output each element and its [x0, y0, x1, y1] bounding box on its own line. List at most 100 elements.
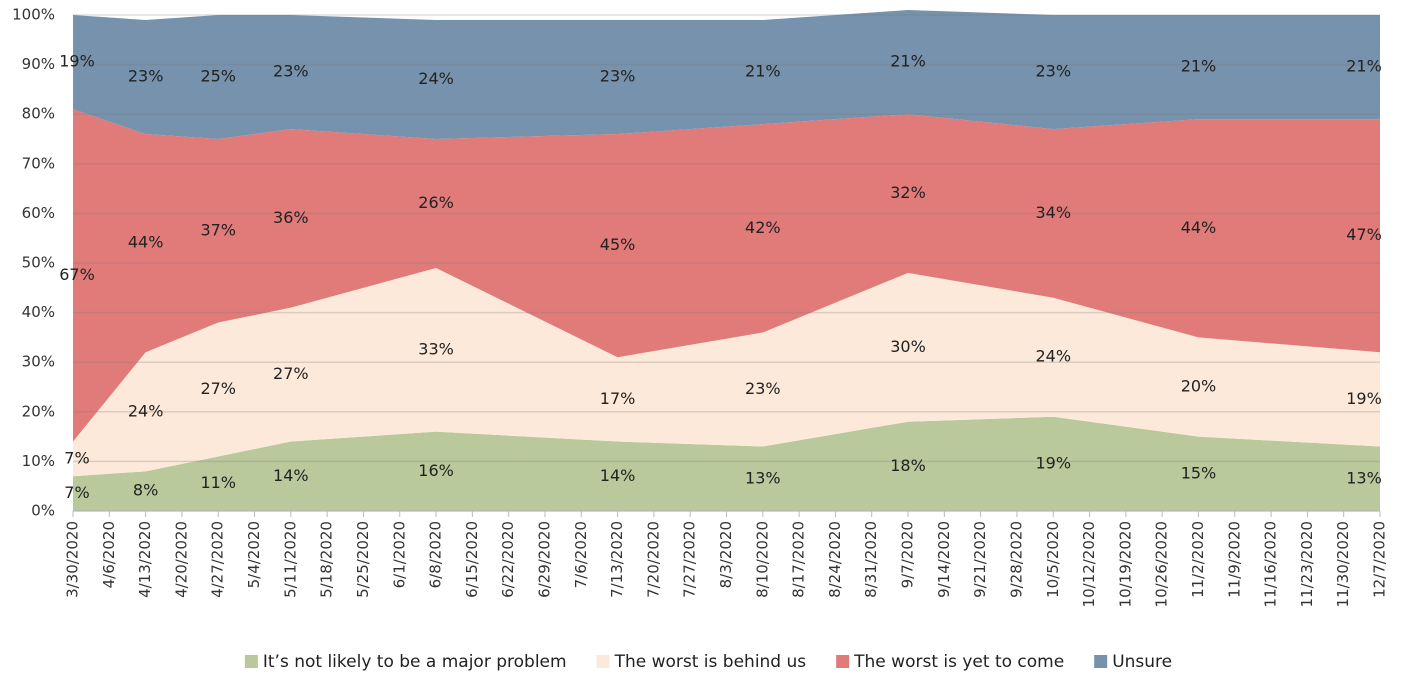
legend: It’s not likely to be a major problem The…	[244, 652, 1172, 672]
x-tick-label: 11/30/2020	[1334, 521, 1352, 607]
data-label: 18%	[890, 456, 926, 475]
data-label: 24%	[418, 69, 454, 88]
data-label: 16%	[418, 461, 454, 480]
legend-swatch	[1094, 655, 1108, 668]
data-label: 15%	[1181, 463, 1217, 482]
x-tick-label: 8/24/2020	[826, 521, 844, 598]
x-tick-label: 9/14/2020	[935, 521, 953, 598]
x-tick-label: 7/6/2020	[572, 521, 590, 588]
y-tick-label: 40%	[22, 303, 55, 321]
legend-swatch	[596, 655, 610, 668]
y-tick-label: 50%	[22, 254, 55, 272]
y-tick-label: 30%	[22, 353, 55, 371]
legend-label: Unsure	[1112, 652, 1172, 672]
data-label: 36%	[273, 208, 309, 227]
y-tick-label: 70%	[22, 154, 55, 172]
area	[73, 109, 1380, 442]
y-tick-label: 80%	[22, 105, 55, 123]
data-label: 42%	[745, 218, 781, 237]
x-tick-label: 7/20/2020	[644, 521, 662, 598]
data-label: 8%	[133, 481, 158, 500]
data-label: 32%	[890, 183, 926, 202]
data-label: 14%	[600, 466, 636, 485]
x-tick-label: 6/29/2020	[535, 521, 553, 598]
data-label: 33%	[418, 339, 454, 358]
data-label: 13%	[1346, 468, 1382, 487]
data-label: 25%	[200, 67, 236, 86]
data-label: 27%	[200, 379, 236, 398]
x-tick-label: 11/2/2020	[1189, 521, 1207, 598]
data-label: 24%	[128, 401, 164, 420]
x-tick-label: 6/8/2020	[427, 521, 445, 588]
data-label: 27%	[273, 364, 309, 383]
y-tick-label: 20%	[22, 402, 55, 420]
legend-swatch	[836, 655, 850, 668]
data-label: 17%	[600, 389, 636, 408]
x-tick-label: 5/18/2020	[318, 521, 336, 598]
data-label: 21%	[890, 52, 926, 71]
data-label: 23%	[745, 379, 781, 398]
x-tick-label: 9/21/2020	[971, 521, 989, 598]
data-label: 11%	[200, 473, 236, 492]
y-tick-label: 0%	[31, 502, 55, 520]
x-tick-label: 7/27/2020	[681, 521, 699, 598]
x-tick-label: 4/13/2020	[136, 521, 154, 598]
x-tick-label: 8/17/2020	[790, 521, 808, 598]
data-label: 23%	[273, 62, 309, 81]
x-tick-label: 5/11/2020	[281, 521, 299, 598]
data-label: 7%	[64, 448, 89, 467]
data-label: 13%	[745, 468, 781, 487]
data-label: 7%	[64, 483, 89, 502]
x-tick-label: 11/9/2020	[1225, 521, 1243, 598]
x-tick-label: 4/27/2020	[209, 521, 227, 598]
data-label: 21%	[745, 62, 781, 81]
data-label: 44%	[1181, 218, 1217, 237]
x-tick-label: 9/7/2020	[899, 521, 917, 588]
data-label: 23%	[600, 67, 636, 86]
data-label: 45%	[600, 235, 636, 254]
data-label: 44%	[128, 233, 164, 252]
y-tick-label: 100%	[12, 6, 55, 24]
data-label: 47%	[1346, 225, 1382, 244]
x-tick-label: 7/13/2020	[608, 521, 626, 598]
x-tick-label: 5/4/2020	[245, 521, 263, 588]
data-label: 67%	[59, 265, 95, 284]
area	[73, 267, 1380, 477]
data-label: 19%	[1346, 389, 1382, 408]
legend-label: The worst is yet to come	[853, 652, 1064, 672]
data-label: 20%	[1181, 377, 1217, 396]
data-label: 37%	[200, 220, 236, 239]
x-tick-label: 8/31/2020	[862, 521, 880, 598]
x-tick-label: 8/3/2020	[717, 521, 735, 588]
data-label: 26%	[418, 193, 454, 212]
legend-label: The worst is behind us	[614, 652, 807, 672]
x-tick-label: 6/15/2020	[463, 521, 481, 598]
data-label: 21%	[1346, 57, 1382, 76]
area	[73, 416, 1380, 511]
x-tick-label: 5/25/2020	[354, 521, 372, 598]
data-label: 21%	[1181, 57, 1217, 76]
x-tick-label: 10/5/2020	[1044, 521, 1062, 598]
data-label: 34%	[1035, 203, 1071, 222]
data-label: 30%	[890, 337, 926, 356]
legend-label: It’s not likely to be a major problem	[263, 652, 567, 672]
x-tick-label: 10/12/2020	[1080, 521, 1098, 607]
data-label: 23%	[128, 67, 164, 86]
data-label: 19%	[59, 52, 95, 71]
data-label: 24%	[1035, 347, 1071, 366]
x-tick-label: 11/23/2020	[1298, 521, 1316, 607]
x-tick-label: 12/7/2020	[1371, 521, 1389, 598]
area	[73, 10, 1380, 140]
data-label: 14%	[273, 466, 309, 485]
data-label: 19%	[1035, 453, 1071, 472]
x-tick-label: 10/26/2020	[1153, 521, 1171, 607]
x-tick-label: 8/10/2020	[753, 521, 771, 598]
y-tick-label: 10%	[22, 452, 55, 470]
y-tick-label: 90%	[22, 55, 55, 73]
data-label: 23%	[1035, 62, 1071, 81]
x-tick-label: 11/16/2020	[1262, 521, 1280, 607]
x-tick-label: 4/6/2020	[100, 521, 118, 588]
x-tick-label: 6/1/2020	[390, 521, 408, 588]
x-tick-label: 6/22/2020	[499, 521, 517, 598]
